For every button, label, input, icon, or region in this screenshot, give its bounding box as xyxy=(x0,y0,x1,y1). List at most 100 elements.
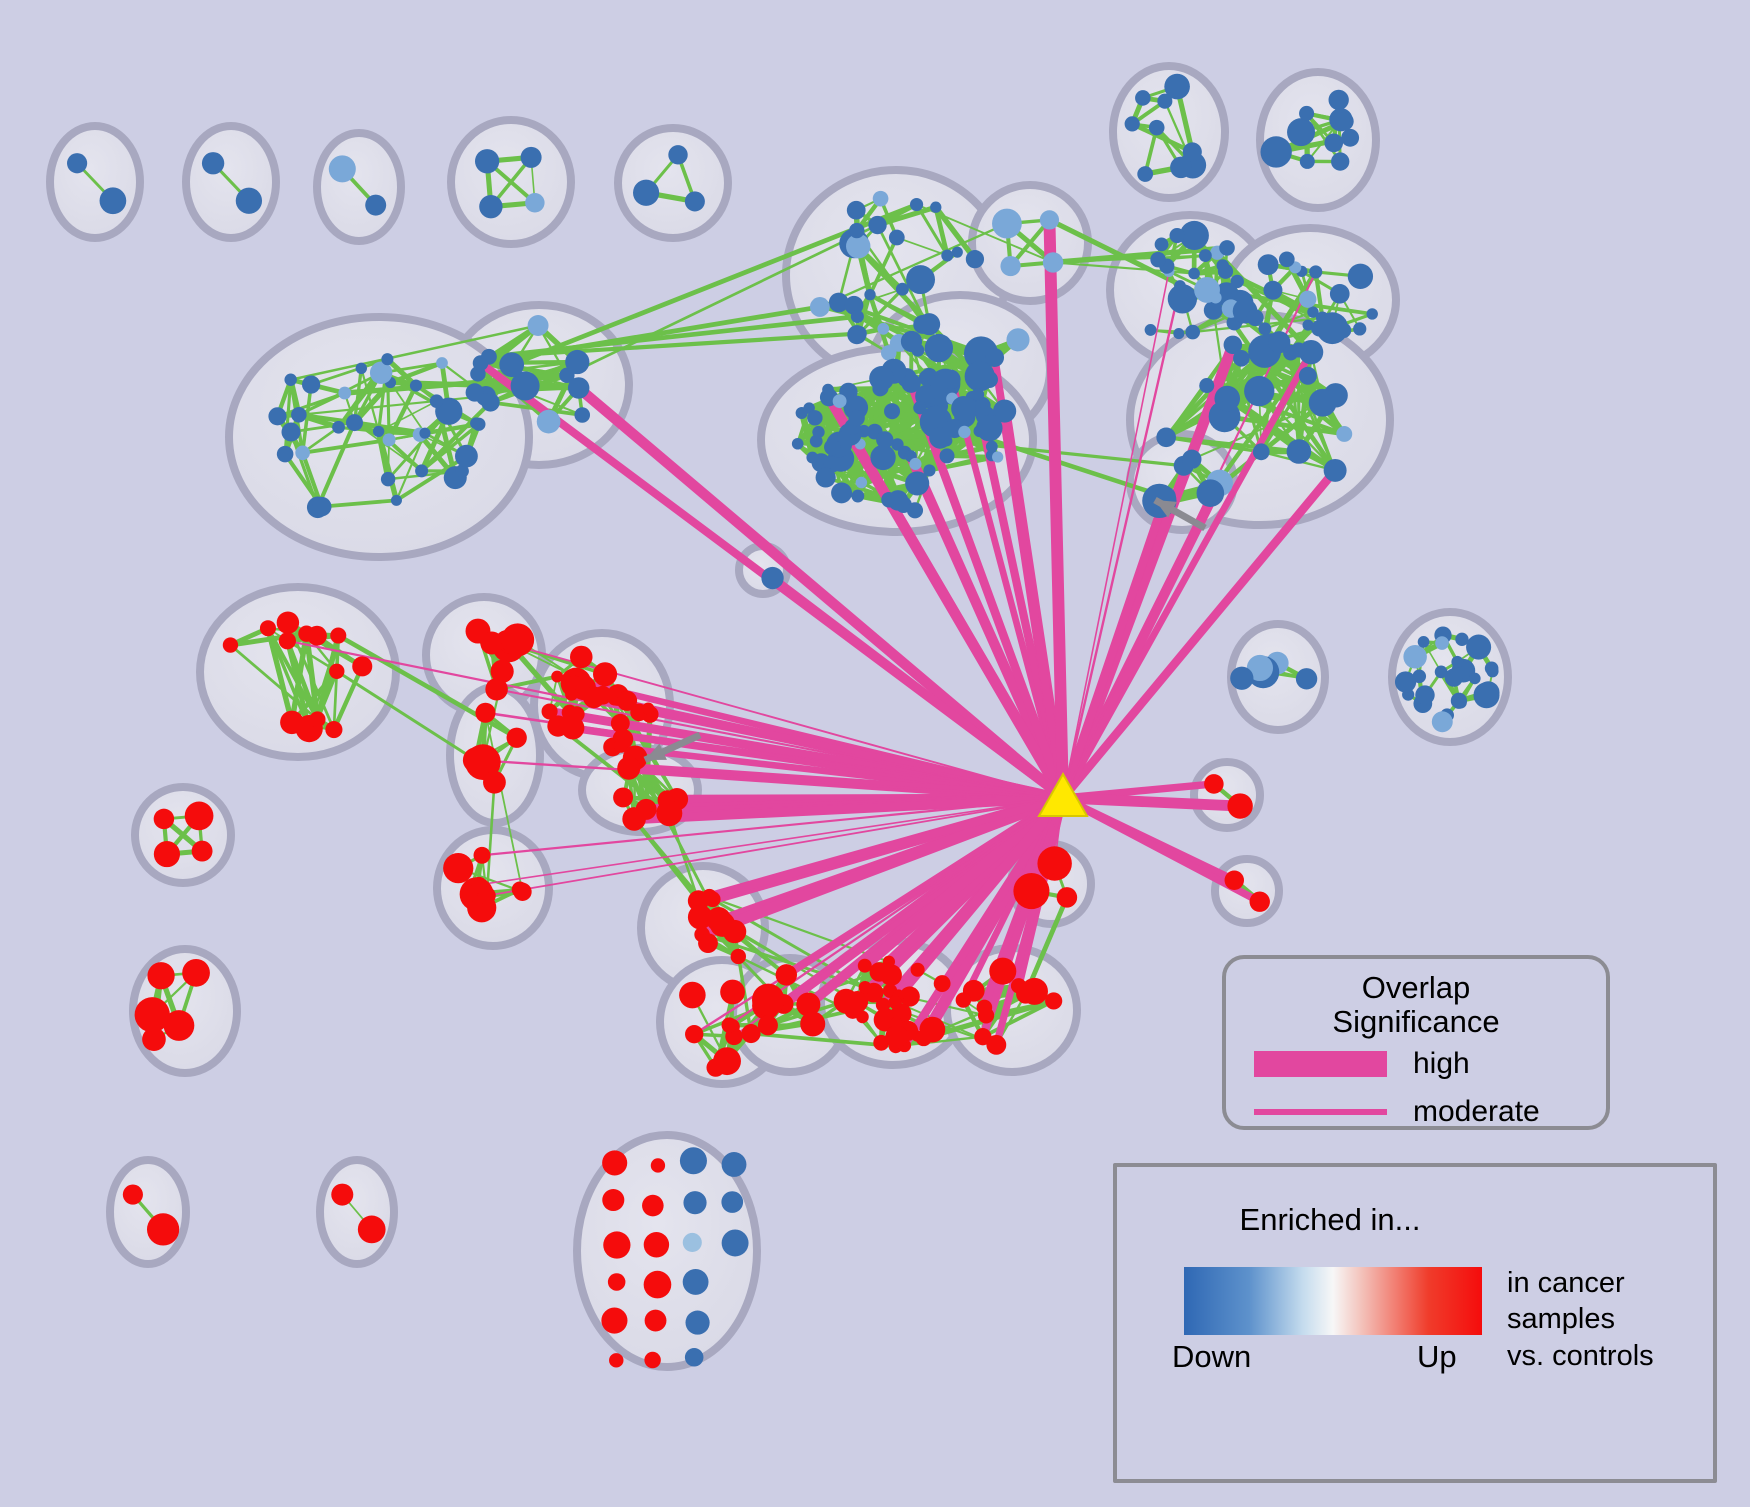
gene-set-node xyxy=(855,476,868,489)
gene-set-node xyxy=(309,711,326,728)
gene-set-node xyxy=(643,1270,672,1299)
gene-set-node xyxy=(730,948,746,965)
gene-set-node xyxy=(909,197,924,212)
gene-set-node xyxy=(369,361,393,384)
pink-spoke-high xyxy=(705,794,1067,901)
gene-set-node xyxy=(822,383,834,396)
gene-set-node xyxy=(1246,309,1264,327)
gene-set-node xyxy=(644,1351,661,1369)
gene-set-node xyxy=(1182,449,1202,469)
gene-set-node xyxy=(941,249,954,262)
pink-spoke-moderate xyxy=(1061,284,1182,800)
gene-set-node xyxy=(382,433,396,447)
colorbar-side-label: in cancer samples vs. controls xyxy=(1507,1267,1654,1372)
gene-set-node xyxy=(372,425,385,438)
gene-set-node xyxy=(721,1017,738,1033)
gene-set-node xyxy=(302,375,321,394)
gene-set-node xyxy=(1148,119,1165,136)
gene-set-node xyxy=(858,981,872,994)
gene-set-node xyxy=(298,625,315,642)
gene-set-node xyxy=(330,627,347,644)
gene-set-node xyxy=(915,1030,932,1047)
green-edge xyxy=(266,626,320,722)
gene-set-node xyxy=(1216,259,1229,272)
gene-set-node xyxy=(1309,265,1323,279)
gene-set-node xyxy=(1324,133,1344,153)
gene-set-node xyxy=(757,1015,778,1036)
legend-moderate-line xyxy=(1254,1109,1387,1115)
gene-set-node xyxy=(650,1158,666,1173)
gene-set-node xyxy=(1331,152,1350,171)
gene-set-node xyxy=(846,200,866,220)
pink-spoke-high xyxy=(1043,213,1069,804)
gene-set-node xyxy=(602,1188,625,1212)
gene-set-node xyxy=(1219,240,1235,256)
gene-set-node xyxy=(281,422,301,442)
gene-set-node xyxy=(720,979,745,1005)
gene-set-node xyxy=(443,852,474,884)
gene-set-node xyxy=(679,1147,707,1175)
gene-set-node xyxy=(913,314,933,334)
gene-set-node xyxy=(479,194,503,219)
green-edge xyxy=(352,420,428,436)
green-edge xyxy=(394,454,469,503)
gene-set-node xyxy=(642,1194,664,1217)
gene-set-node xyxy=(142,1027,166,1052)
gene-set-node xyxy=(506,727,527,748)
gene-set-node xyxy=(1156,427,1176,448)
gene-set-node xyxy=(857,958,872,973)
pink-spoke-high xyxy=(696,792,1069,941)
green-edge xyxy=(332,669,339,731)
green-edge xyxy=(296,412,357,425)
gene-set-node xyxy=(869,962,890,982)
green-edge xyxy=(301,425,340,455)
gene-set-node xyxy=(1006,328,1030,352)
gene-set-node xyxy=(885,1025,909,1049)
gene-set-node xyxy=(1394,671,1417,693)
gene-set-node xyxy=(1299,290,1317,308)
gene-set-node xyxy=(909,457,922,471)
legend-overlap-significance: Overlap Significance high moderate xyxy=(1222,955,1610,1130)
gene-set-node xyxy=(806,451,819,464)
gene-set-node xyxy=(1353,322,1367,336)
gene-set-node xyxy=(847,325,867,345)
gene-set-node xyxy=(918,369,936,387)
green-edge xyxy=(331,664,365,732)
gene-set-node xyxy=(551,670,564,683)
gene-set-node xyxy=(460,885,478,903)
gene-set-node xyxy=(1302,319,1314,331)
gene-set-node xyxy=(311,496,332,517)
pink-spoke-moderate xyxy=(485,797,1064,897)
gene-set-node xyxy=(1137,166,1154,182)
gene-set-node xyxy=(1347,263,1374,289)
gene-set-node xyxy=(1466,634,1492,660)
gene-set-node xyxy=(525,193,545,213)
gene-set-node xyxy=(656,800,683,827)
gene-set-node xyxy=(475,702,496,723)
gene-set-node xyxy=(1204,774,1224,794)
gene-set-node xyxy=(800,1011,826,1037)
gene-set-node xyxy=(1170,156,1192,179)
gene-set-node xyxy=(1299,105,1315,121)
gene-set-node xyxy=(1307,306,1319,318)
gene-set-node xyxy=(474,149,500,174)
gene-set-node xyxy=(685,1310,710,1335)
gene-set-node xyxy=(1173,328,1185,340)
green-edge xyxy=(352,366,363,425)
green-edge-inter xyxy=(484,711,524,893)
gene-set-node xyxy=(276,611,300,634)
gene-set-node xyxy=(985,440,998,453)
gene-set-node xyxy=(268,407,287,426)
pink-spoke-moderate xyxy=(474,758,1065,800)
cell-motility-arrow-head xyxy=(645,743,667,760)
green-edge xyxy=(229,643,319,721)
gene-set-node xyxy=(415,464,429,478)
gene-set-node xyxy=(856,1010,869,1024)
gene-set-node xyxy=(357,1215,386,1244)
gene-set-node xyxy=(1323,458,1347,482)
gene-set-node xyxy=(565,687,578,701)
pink-spoke-high xyxy=(1057,792,1246,812)
cluster-halo xyxy=(1256,68,1380,212)
gene-set-node xyxy=(547,715,569,737)
pink-spoke-high xyxy=(893,792,1069,1001)
